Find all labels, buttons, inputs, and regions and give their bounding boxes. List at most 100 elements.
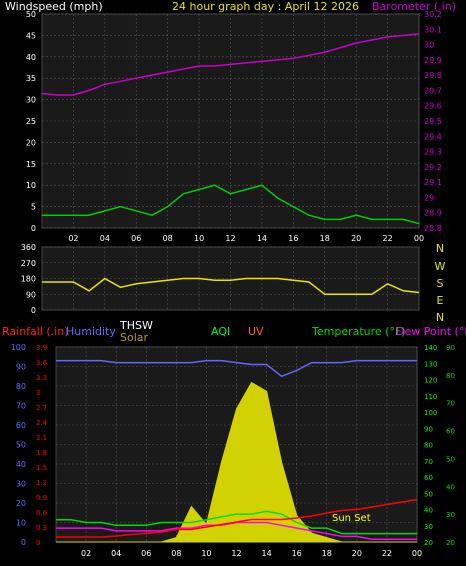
barometer-tick-label: 30 (424, 41, 434, 50)
barometer-tick-label: 29.2 (424, 163, 442, 172)
sunset-label: Sun Set (332, 513, 371, 524)
bottom-x-tick-label: 10 (201, 549, 211, 558)
wind-tick-label: 25 (26, 117, 36, 126)
barometer-tick-label: 29.5 (424, 117, 442, 126)
temperature-tick-label: 40 (446, 483, 455, 491)
bottom-x-tick-label: 08 (171, 549, 181, 558)
legend-solar: Solar (120, 331, 149, 344)
temperature-tick-label: 60 (446, 428, 455, 436)
legend-humidity: Humidity (66, 325, 116, 338)
aqi-tick-label: 140 (424, 344, 437, 352)
compass-label: W (435, 260, 446, 273)
aqi-tick-label: 60 (424, 474, 433, 482)
rainfall-tick-label: 2.1 (36, 434, 47, 442)
rainfall-tick-label: 2.4 (36, 419, 48, 427)
wind-x-tick-label: 04 (100, 234, 110, 243)
direction-tick-label: 0 (31, 306, 36, 315)
wind-tick-label: 20 (26, 138, 36, 147)
aqi-tick-label: 40 (424, 507, 433, 515)
aqi-tick-label: 20 (424, 539, 433, 547)
humidity-tick-label: 0 (21, 538, 26, 547)
wind-tick-label: 15 (26, 160, 36, 169)
humidity-tick-label: 40 (16, 460, 26, 469)
wind-x-tick-label: 08 (163, 234, 173, 243)
barometer-tick-label: 29.8 (424, 71, 442, 80)
wind-x-tick-label: 00 (414, 234, 424, 243)
bottom-x-tick-label: 18 (322, 549, 332, 558)
bottom-x-tick-label: 16 (292, 549, 302, 558)
wind-x-tick-label: 20 (351, 234, 361, 243)
series-rainfall (56, 498, 418, 538)
wind-tick-label: 10 (26, 181, 36, 190)
temperature-tick-label: 20 (446, 539, 455, 547)
aqi-tick-label: 120 (424, 377, 437, 385)
rainfall-tick-label: 1.2 (36, 479, 47, 487)
barometer-axis-label: Barometer (.in) (372, 0, 456, 13)
windspeed-axis-label: Windspeed (mph) (5, 0, 103, 13)
barometer-tick-label: 29.1 (424, 178, 442, 187)
rainfall-tick-label: 3.6 (36, 359, 48, 367)
direction-tick-label: 360 (21, 243, 36, 252)
bottom-x-tick-label: 02 (81, 549, 91, 558)
barometer-tick-label: 28.9 (424, 209, 442, 218)
legend-aqi: AQI (211, 325, 230, 338)
wind-tick-label: 5 (31, 203, 36, 212)
wind-x-tick-label: 18 (320, 234, 330, 243)
humidity-tick-label: 60 (16, 421, 26, 430)
series-temperature (56, 510, 417, 535)
barometer-tick-label: 29.6 (424, 102, 442, 111)
aqi-tick-label: 100 (424, 409, 437, 417)
series-wind-direction (42, 277, 420, 296)
chart-title: 24 hour graph day : April 12 2026 (172, 0, 359, 13)
humidity-tick-label: 20 (16, 499, 26, 508)
legend-temperature: Temperature (°F) (311, 325, 406, 338)
wind-tick-label: 30 (26, 96, 36, 105)
rainfall-tick-label: 1.8 (36, 449, 47, 457)
barometer-tick-label: 29.3 (424, 148, 442, 157)
wind-tick-label: 35 (26, 74, 36, 83)
compass-label: S (437, 277, 444, 290)
legend-thsw: THSW (119, 319, 153, 332)
rainfall-tick-label: 3 (36, 389, 40, 397)
direction-tick-label: 180 (21, 275, 36, 284)
temperature-tick-label: 80 (446, 372, 455, 380)
rainfall-tick-label: 3.3 (36, 374, 47, 382)
humidity-tick-label: 30 (16, 480, 26, 489)
rainfall-tick-label: 2.7 (36, 404, 47, 412)
humidity-tick-label: 100 (11, 343, 26, 352)
aqi-tick-label: 70 (424, 458, 433, 466)
wind-x-tick-label: 06 (131, 234, 141, 243)
wind-x-tick-label: 10 (194, 234, 204, 243)
humidity-tick-label: 80 (16, 382, 26, 391)
humidity-tick-label: 50 (16, 441, 26, 450)
series-lines (41, 33, 420, 543)
aqi-tick-label: 30 (424, 523, 433, 531)
humidity-tick-label: 90 (16, 363, 26, 372)
bottom-x-tick-label: 20 (352, 549, 362, 558)
aqi-tick-label: 50 (424, 490, 433, 498)
compass-label: N (436, 242, 444, 255)
barometer-tick-label: 30.1 (424, 25, 442, 34)
rainfall-tick-label: 0.9 (36, 494, 47, 502)
bottom-x-tick-label: 06 (141, 549, 151, 558)
series-humidity (56, 359, 417, 378)
wind-x-tick-label: 02 (68, 234, 78, 243)
axis-labels: 5045403530252015105030.230.13029.929.829… (11, 10, 455, 558)
wind-x-tick-label: 12 (225, 234, 235, 243)
wind-tick-label: 40 (26, 53, 36, 62)
temperature-tick-label: 90 (446, 344, 455, 352)
bottom-x-tick-label: 14 (261, 549, 271, 558)
aqi-tick-label: 90 (424, 425, 433, 433)
humidity-tick-label: 10 (16, 519, 26, 528)
barometer-tick-label: 29.7 (424, 86, 442, 95)
legend-dew-point: Dew Point (°F) (396, 325, 466, 338)
direction-tick-label: 90 (26, 290, 36, 299)
wind-x-tick-label: 14 (257, 234, 267, 243)
legend-rainfall: Rainfall (.in) (2, 325, 69, 338)
barometer-tick-label: 29 (424, 193, 434, 202)
rainfall-tick-label: 0.6 (36, 509, 48, 517)
barometer-tick-label: 28.8 (424, 224, 442, 233)
temperature-tick-label: 70 (446, 400, 455, 408)
aqi-tick-label: 110 (424, 393, 437, 401)
